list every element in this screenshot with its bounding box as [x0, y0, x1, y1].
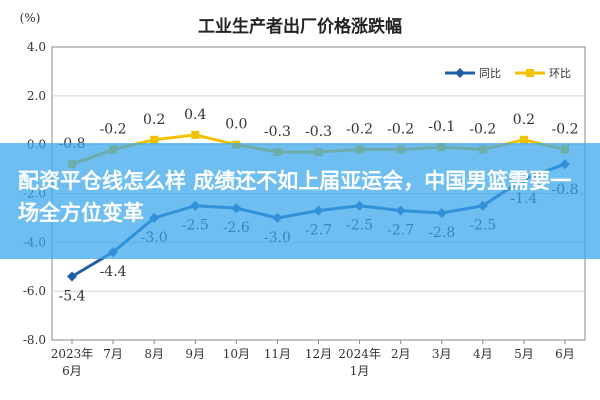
mom-data-label: -0.3: [305, 124, 332, 140]
x-tick-label: 10月: [223, 347, 250, 361]
headline-banner[interactable]: 配资平仓线怎么样 成绩还不如上届亚运会，中国男篮需要一场全方位变革: [0, 143, 600, 259]
mom-data-label: -0.2: [552, 122, 579, 138]
x-tick-label: 7月: [103, 347, 123, 361]
mom-data-label: -0.3: [264, 124, 291, 140]
mom-data-label: -0.2: [387, 122, 414, 138]
x-tick-label: 8月: [144, 347, 164, 361]
chart-title: 工业生产者出厂价格涨跌幅: [198, 16, 402, 37]
yoy-data-label: -5.4: [59, 289, 86, 305]
mom-data-label: 0.2: [143, 112, 165, 128]
mom-data-label: -0.2: [469, 122, 496, 138]
x-tick-label: 6月: [555, 347, 575, 361]
x-tick-label: 9月: [185, 347, 205, 361]
y-tick-label: 2.0: [27, 89, 46, 103]
x-tick-label: 2月: [391, 347, 411, 361]
y-tick-label: -6.0: [23, 284, 46, 298]
x-tick-label: 4月: [473, 347, 493, 361]
headline-text[interactable]: 配资平仓线怎么样 成绩还不如上届亚运会，中国男篮需要一场全方位变革: [18, 169, 572, 225]
x-tick-label: 2023年 6月: [51, 347, 94, 378]
mom-point: [191, 130, 200, 139]
yoy-data-label: -4.4: [100, 264, 127, 280]
x-tick-label: 2024年 1月: [338, 347, 381, 378]
mom-data-label: -0.2: [346, 122, 373, 138]
x-axis-ticks: 2023年 6月 7月 8月 9月 10月 11月 12月 2024年 1月 2月 3月 4月 5月 6月: [51, 340, 575, 378]
mom-data-label: -0.2: [100, 122, 127, 138]
legend: 同比 环比: [445, 67, 571, 80]
y-tick-label: -8.0: [23, 333, 46, 347]
x-tick-label: 12月: [305, 347, 332, 361]
y-tick-label: 4.0: [27, 40, 46, 54]
mom-data-label: -0.1: [428, 119, 455, 135]
legend-label: 同比: [479, 67, 501, 80]
legend-marker: [526, 69, 534, 77]
y-axis-unit: (%): [20, 11, 41, 25]
mom-data-label: 0.2: [513, 112, 535, 128]
x-tick-label: 3月: [432, 347, 452, 361]
mom-point: [519, 135, 528, 144]
mom-point: [150, 135, 159, 144]
legend-marker: [455, 68, 465, 78]
x-tick-label: 11月: [264, 347, 291, 361]
mom-data-label: 0.0: [225, 117, 247, 133]
mom-data-label: 0.4: [184, 107, 206, 123]
yoy-point: [67, 271, 77, 282]
legend-label: 环比: [549, 67, 571, 80]
x-tick-label: 5月: [514, 347, 534, 361]
